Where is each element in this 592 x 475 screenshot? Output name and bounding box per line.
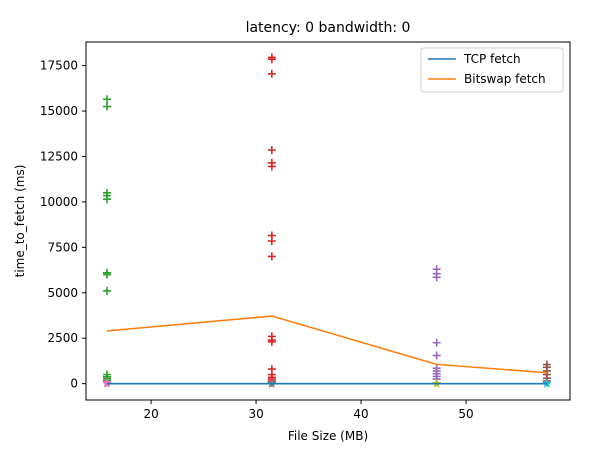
scatter-point	[102, 195, 111, 204]
scatter-point	[267, 55, 276, 64]
scatter-star-point	[542, 378, 552, 388]
scatter-point	[102, 270, 111, 279]
y-tick-label: 12500	[40, 149, 78, 163]
series-line-bitswap	[106, 315, 547, 374]
x-tick-label: 50	[458, 407, 473, 421]
scatter-point	[102, 95, 111, 104]
scatter-point	[267, 69, 276, 78]
scatter-point	[432, 351, 441, 360]
y-tick-label: 10000	[40, 195, 78, 209]
scatter-point	[102, 286, 111, 295]
chart-title: latency: 0 bandwidth: 0	[246, 20, 411, 36]
scatter-point	[267, 162, 276, 171]
scatter-point	[102, 102, 111, 111]
y-tick-label: 2500	[47, 331, 78, 345]
scatter-point	[267, 252, 276, 261]
y-tick-label: 17500	[40, 59, 78, 73]
scatter-point	[267, 236, 276, 245]
scatter-point	[432, 273, 441, 282]
y-tick-label: 7500	[47, 240, 78, 254]
y-axis-label: time_to_fetch (ms)	[13, 165, 27, 278]
legend-label-bitswap: Bitswap fetch	[464, 72, 546, 86]
plot-frame	[85, 41, 571, 401]
x-tick-label: 40	[353, 407, 368, 421]
scatter-star-point	[267, 377, 277, 387]
scatter-point	[267, 337, 276, 346]
x-axis-label: File Size (MB)	[288, 429, 368, 443]
legend: TCP fetch Bitswap fetch	[420, 47, 564, 93]
y-tick-label: 15000	[40, 104, 78, 118]
y-tick-label: 5000	[47, 286, 78, 300]
x-tick-label: 30	[248, 407, 263, 421]
legend-box	[420, 47, 564, 93]
x-tick-label: 20	[143, 407, 158, 421]
plot-area	[102, 53, 552, 388]
scatter-star-point	[102, 377, 112, 387]
y-tick-label: 0	[70, 377, 78, 391]
legend-label-tcp: TCP fetch	[463, 52, 521, 66]
scatter-point	[267, 146, 276, 155]
scatter-point	[432, 338, 441, 347]
